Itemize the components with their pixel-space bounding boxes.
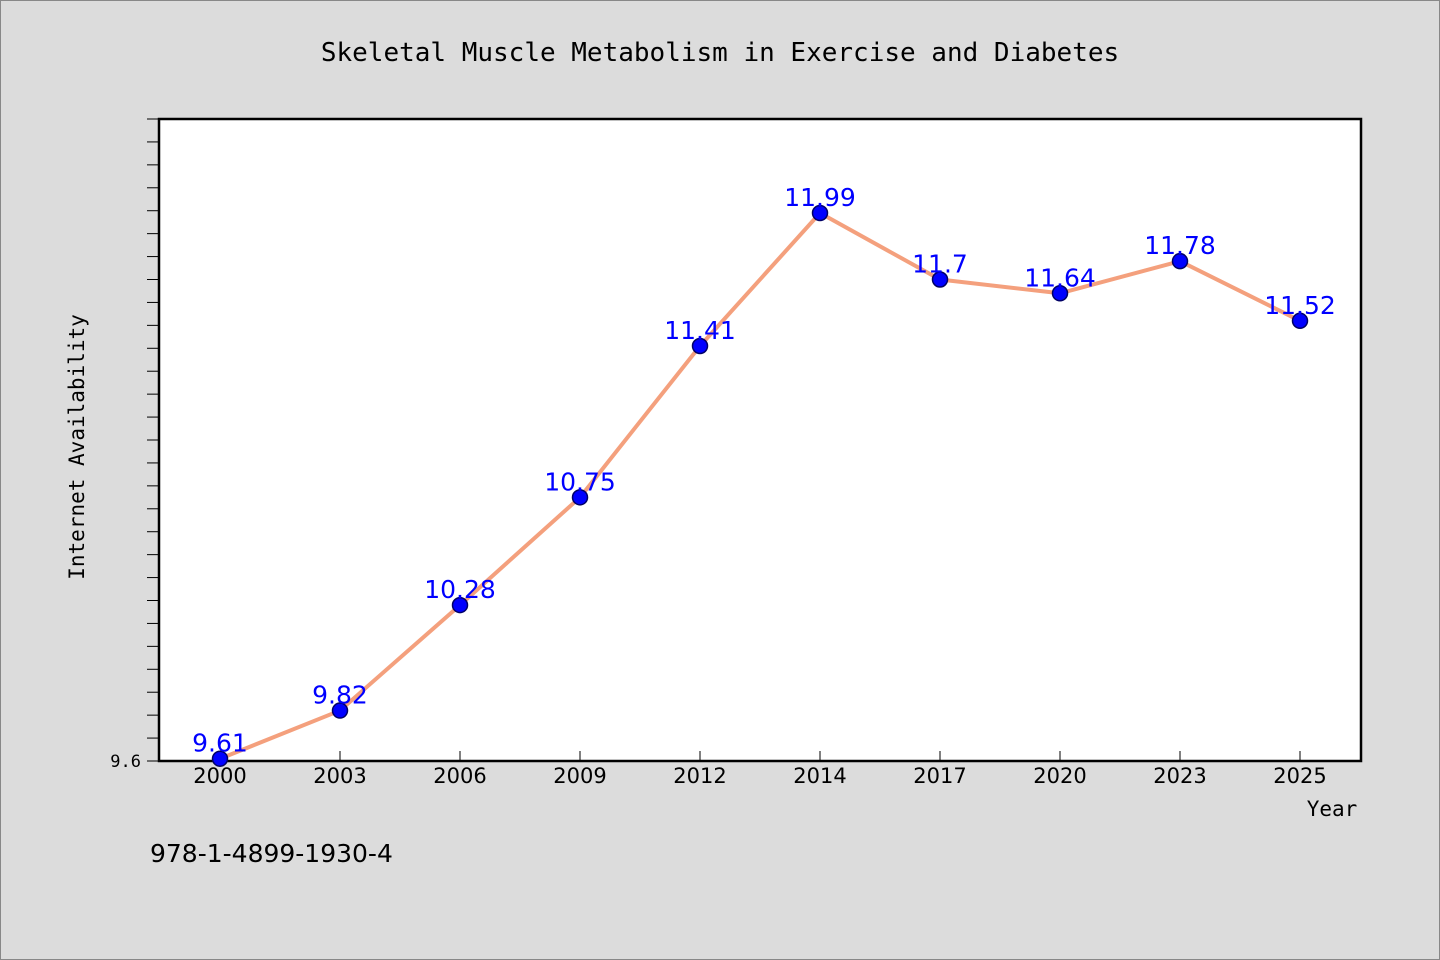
x-tick-label: 2000: [193, 764, 246, 788]
plot-area: [157, 117, 1363, 763]
data-point: [331, 702, 349, 719]
y-axis-ticks: 9.6: [110, 118, 159, 772]
series-layer: [211, 204, 1309, 767]
y-axis-title: Internet Availability: [65, 314, 89, 580]
x-tick-label: 2006: [433, 764, 486, 788]
data-label: 9.82: [312, 681, 368, 710]
x-axis-title: Year: [1307, 797, 1358, 821]
data-label: 11.7: [912, 250, 968, 279]
chart-title: Skeletal Muscle Metabolism in Exercise a…: [321, 38, 1119, 68]
x-axis-ticks: 2000 2003 2006 2009 2012 2014 2017 2020 2023 2025: [193, 751, 1327, 788]
x-tick-label: 2023: [1153, 764, 1206, 788]
data-label: 11.64: [1024, 263, 1096, 292]
data-point: [931, 271, 949, 288]
x-tick-label: 2014: [793, 764, 846, 788]
x-tick-label: 2020: [1033, 764, 1086, 788]
x-tick-label: 2003: [313, 764, 366, 788]
data-point: [211, 750, 229, 767]
data-label: 9.61: [192, 729, 248, 758]
data-label: 10.75: [544, 467, 616, 496]
data-point: [691, 337, 709, 355]
data-point: [451, 596, 469, 614]
data-label: 11.99: [784, 183, 856, 212]
data-point: [1051, 285, 1069, 302]
data-label: 11.41: [664, 316, 736, 345]
x-tick-label: 2012: [673, 764, 726, 788]
data-label-layer: 9.61 9.82 10.28 10.75 11.41 11.99 11.7 11.64 11.…: [192, 183, 1336, 758]
data-point: [571, 489, 589, 506]
data-point: [1171, 252, 1189, 270]
x-tick-label: 2025: [1273, 764, 1326, 788]
data-label: 10.28: [424, 575, 496, 604]
x-tick-label: 2017: [913, 764, 966, 788]
y-tick-label: 9.6: [110, 752, 141, 772]
x-tick-label: 2009: [553, 764, 606, 788]
isbn-text: 978-1-4899-1930-4: [150, 839, 393, 868]
data-point: [1291, 312, 1309, 330]
data-label: 11.52: [1264, 291, 1336, 320]
series-line: [218, 211, 1302, 761]
data-label: 11.78: [1144, 231, 1216, 260]
data-point: [811, 204, 829, 222]
